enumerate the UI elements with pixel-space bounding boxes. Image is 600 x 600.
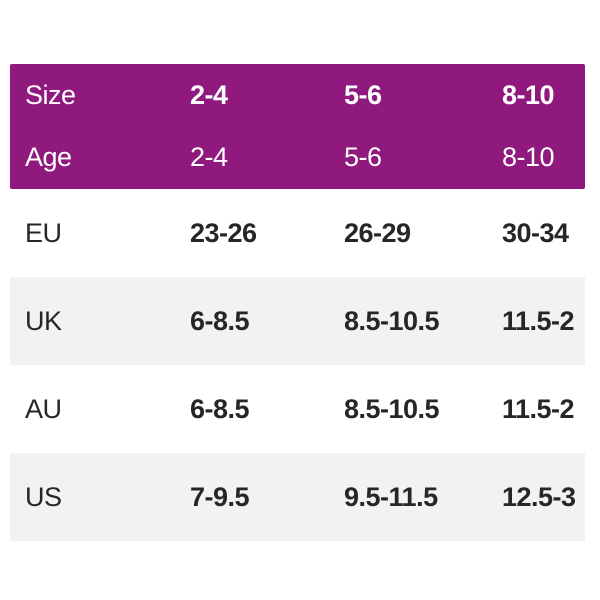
eu-value-1: 23-26 — [190, 217, 257, 248]
row-label-eu: EU — [25, 217, 62, 248]
uk-value-1: 6-8.5 — [190, 305, 250, 336]
row-label-uk: UK — [25, 305, 62, 336]
eu-value-2: 26-29 — [344, 217, 411, 248]
size-value-3: 8-10 — [502, 79, 555, 110]
table-row-size: Size 2-4 5-6 8-10 — [10, 64, 585, 127]
table-row-eu: EU 23-26 26-29 30-34 — [10, 189, 585, 277]
size-conversion-table: Size 2-4 5-6 8-10 Age 2-4 5-6 8-10 EU 23… — [10, 64, 585, 541]
size-value-1: 2-4 — [190, 79, 228, 110]
uk-value-3: 11.5-2 — [502, 305, 575, 336]
age-value-2: 5-6 — [344, 142, 382, 173]
row-label-us: US — [25, 481, 62, 512]
table-body: EU 23-26 26-29 30-34 UK 6-8.5 8.5-10.5 1… — [10, 189, 585, 541]
table-row-us: US 7-9.5 9.5-11.5 12.5-3 — [10, 453, 585, 541]
row-label-age: Age — [25, 142, 72, 173]
table-header: Size 2-4 5-6 8-10 Age 2-4 5-6 8-10 — [10, 64, 585, 189]
uk-value-2: 8.5-10.5 — [344, 305, 440, 336]
table-row-age: Age 2-4 5-6 8-10 — [10, 127, 585, 190]
size-value-2: 5-6 — [344, 79, 382, 110]
au-value-1: 6-8.5 — [190, 393, 250, 424]
row-label-au: AU — [25, 393, 62, 424]
age-value-1: 2-4 — [190, 142, 228, 173]
table-row-au: AU 6-8.5 8.5-10.5 11.5-2 — [10, 365, 585, 453]
age-value-3: 8-10 — [502, 142, 555, 173]
us-value-2: 9.5-11.5 — [344, 481, 438, 512]
us-value-1: 7-9.5 — [190, 481, 250, 512]
row-label-size: Size — [25, 79, 76, 110]
eu-value-3: 30-34 — [502, 217, 569, 248]
table-row-uk: UK 6-8.5 8.5-10.5 11.5-2 — [10, 277, 585, 365]
au-value-2: 8.5-10.5 — [344, 393, 440, 424]
au-value-3: 11.5-2 — [502, 393, 575, 424]
us-value-3: 12.5-3 — [502, 481, 576, 512]
